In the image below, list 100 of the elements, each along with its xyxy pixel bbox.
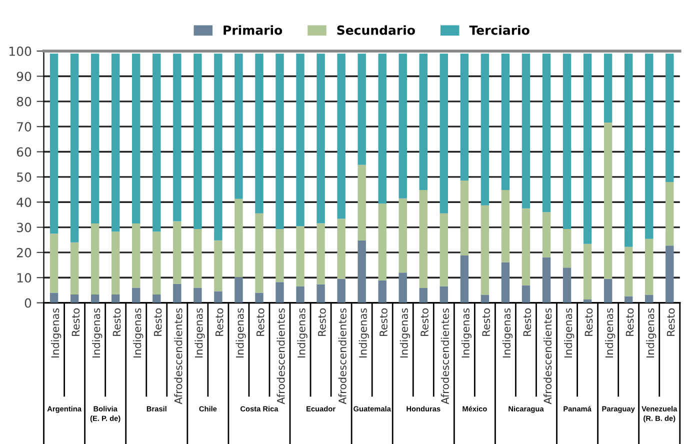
bar (624, 54, 633, 247)
x-tick-label: Resto (584, 308, 593, 336)
x-tick-label: Resto (256, 308, 264, 336)
bar (316, 223, 325, 284)
bar (542, 54, 551, 212)
x-tick-label: Afrodescendientes (276, 308, 285, 404)
bar (645, 238, 654, 295)
x-tick-label: Resto (216, 308, 224, 336)
bar (562, 54, 572, 230)
bar (111, 294, 120, 303)
bar (666, 182, 674, 246)
bar (398, 272, 407, 303)
x-tick-label: Indigenas (194, 308, 205, 358)
bar (666, 246, 674, 303)
bar (296, 54, 304, 226)
bar (398, 198, 407, 273)
bar (358, 240, 366, 303)
y-tick-label: 50 (17, 172, 32, 182)
bar (378, 54, 386, 204)
bar (337, 278, 346, 303)
bar (173, 54, 182, 222)
bar (111, 232, 120, 294)
x-tick-label: Indigenas (51, 308, 62, 358)
bar (90, 54, 100, 224)
bar (90, 294, 100, 303)
bar (666, 54, 674, 182)
bar (173, 284, 182, 303)
bar (440, 54, 448, 214)
bar (604, 54, 612, 123)
x-tick-label: Indigenas (564, 308, 574, 358)
x-tick-label: Resto (482, 308, 490, 336)
bar (173, 221, 182, 284)
y-tick-label: 0 (24, 298, 32, 308)
bar (255, 213, 264, 293)
bar (583, 54, 592, 244)
x-tick-label: Resto (420, 308, 428, 336)
bar (50, 292, 58, 303)
x-tick-label: Afrodescendientes (440, 308, 449, 404)
bar (398, 54, 407, 198)
bar (480, 54, 490, 206)
bar (132, 54, 140, 224)
x-tick-label: Indigenas (461, 308, 472, 358)
y-tick-label: 100 (9, 46, 32, 56)
bar (255, 54, 264, 214)
bar (316, 284, 325, 303)
x-tick-label: Afrodescendientes (338, 308, 346, 404)
bar (214, 240, 222, 292)
bar (70, 294, 79, 303)
bar (378, 280, 386, 303)
bar (337, 218, 346, 279)
y-tick-label: 80 (16, 96, 32, 106)
bar (214, 54, 222, 240)
y-tick-label: 90 (16, 72, 32, 82)
bar (480, 205, 490, 295)
bar (296, 286, 304, 303)
x-tick-label: Resto (112, 308, 121, 336)
bar (583, 244, 592, 300)
bar (132, 224, 140, 288)
bar (460, 255, 469, 303)
bar (378, 204, 386, 280)
bar (152, 294, 161, 303)
x-tick-label: Resto (72, 308, 80, 336)
bar (604, 278, 612, 303)
bar (276, 229, 284, 282)
bar (234, 277, 243, 303)
bar (70, 242, 79, 294)
bar (276, 54, 284, 230)
bar (50, 234, 58, 293)
bar (460, 180, 469, 256)
bar (480, 294, 490, 303)
x-tick-label: Resto (318, 308, 326, 336)
x-tick-label: Indigenas (297, 308, 308, 358)
bar (316, 54, 325, 224)
y-tick-label: 40 (16, 198, 32, 208)
bar (419, 54, 428, 190)
x-tick-label: Afrodescendientes (174, 308, 182, 404)
bar (583, 300, 592, 303)
bar (50, 54, 58, 234)
x-tick-label: Indigenas (358, 308, 369, 358)
bar (645, 294, 654, 303)
bar (645, 54, 654, 239)
x-tick-label: Resto (626, 308, 634, 336)
y-tick-label: 30 (17, 222, 32, 232)
x-tick-label: Indigenas (400, 308, 410, 358)
bar (111, 54, 120, 232)
bar (604, 122, 612, 279)
bar (501, 54, 510, 190)
bar (358, 164, 366, 240)
y-tick-label: 70 (17, 122, 32, 132)
legend-label: Primario (224, 25, 282, 35)
bar (562, 229, 572, 268)
bar (501, 262, 510, 303)
bar (358, 54, 366, 165)
x-tick-label: Indigenas (605, 308, 616, 358)
bar (337, 54, 346, 219)
x-tick-label: Resto (523, 308, 532, 336)
y-tick-label: 10 (17, 273, 32, 283)
legend-label: Secundario (337, 25, 415, 35)
bar (440, 286, 448, 303)
bar (562, 268, 572, 303)
